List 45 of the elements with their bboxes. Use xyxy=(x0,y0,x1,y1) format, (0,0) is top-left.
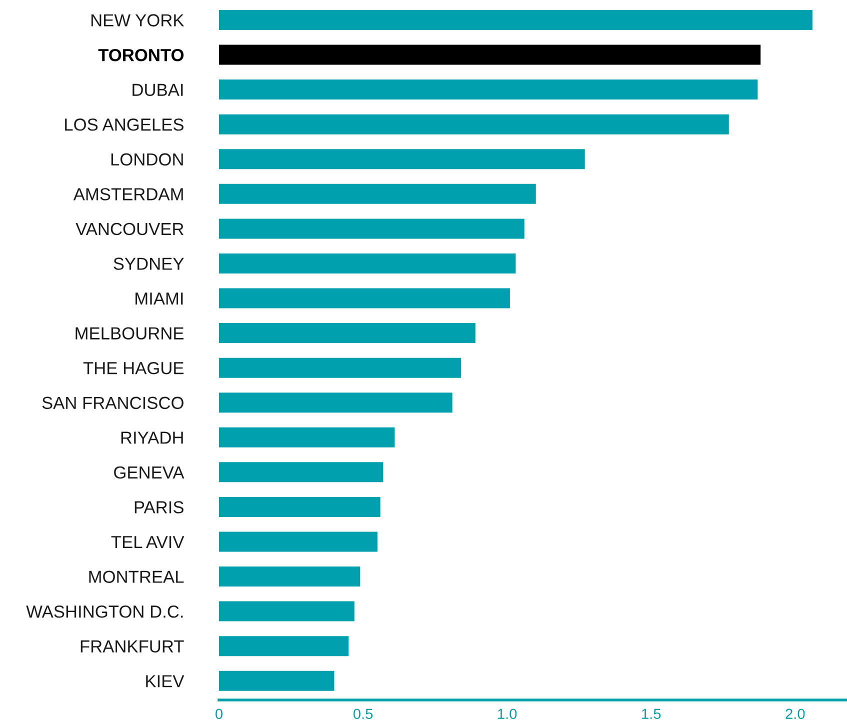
y-tick-label: SYDNEY xyxy=(114,258,184,270)
bar xyxy=(219,80,758,100)
y-tick-label: KIEV xyxy=(146,675,184,688)
y-tick-label: SAN FRANCISCO xyxy=(42,396,184,410)
bar xyxy=(219,427,395,448)
y-tick-label: NEW YORK xyxy=(91,14,184,26)
y-tick-label: DUBAI xyxy=(132,84,183,96)
bar xyxy=(219,566,360,587)
bar xyxy=(219,462,384,482)
y-tick-label: FRANKFURT xyxy=(80,640,184,653)
y-tick-label: GENEVA xyxy=(114,466,184,479)
x-tick-label: 1.0 xyxy=(498,708,517,720)
y-tick-label: WASHINGTON D.C. xyxy=(26,605,183,618)
bar xyxy=(219,670,334,691)
y-tick-label: TEL AVIV xyxy=(111,536,184,548)
y-tick-label: MONTREAL xyxy=(89,570,184,583)
bar xyxy=(219,323,476,344)
bar xyxy=(219,358,461,378)
y-tick-label: TORONTO xyxy=(98,48,184,62)
bar xyxy=(219,184,536,204)
bar xyxy=(219,392,452,413)
x-tick-label: 0.5 xyxy=(353,708,373,720)
bar xyxy=(219,10,812,30)
y-tick-label: RIYADH xyxy=(121,432,183,444)
y-tick-label: VANCOUVER xyxy=(76,222,184,236)
bar xyxy=(219,114,729,134)
bar xyxy=(219,636,349,656)
x-tick-label: 1.5 xyxy=(642,708,661,720)
x-tick-label: 2.0 xyxy=(786,708,805,720)
y-tick-label: THE HAGUE xyxy=(83,362,184,374)
y-tick-label: PARIS xyxy=(134,501,184,514)
y-tick-label: LOS ANGELES xyxy=(65,118,184,131)
y-tick-label: LONDON xyxy=(111,153,183,166)
bar xyxy=(219,253,516,274)
bar xyxy=(219,496,380,517)
bar xyxy=(219,532,378,552)
bar xyxy=(219,601,354,622)
bar xyxy=(219,288,510,308)
bar xyxy=(219,149,585,170)
y-tick-label: MIAMI xyxy=(136,292,183,305)
y-tick-label: AMSTERDAM xyxy=(73,188,183,200)
bar xyxy=(219,44,761,65)
bar xyxy=(219,218,524,239)
x-tick-label: 0 xyxy=(216,708,222,720)
y-tick-label: MELBOURNE xyxy=(76,327,184,340)
